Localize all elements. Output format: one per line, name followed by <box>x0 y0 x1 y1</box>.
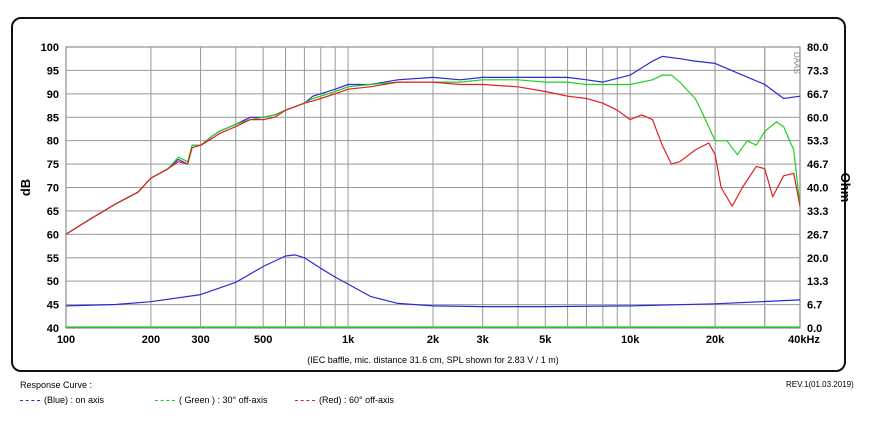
y2-tick-label: 0.0 <box>807 323 822 335</box>
x-tick-label: 300 <box>191 334 209 346</box>
x-tick-label: 5k <box>539 334 552 346</box>
y-tick-label: 55 <box>47 253 59 265</box>
y-tick-label: 60 <box>47 229 59 241</box>
x-tick-label: 100 <box>57 334 75 346</box>
y-tick-label: 45 <box>47 300 59 312</box>
legend-blue-label: (Blue) : on axis <box>44 395 105 405</box>
x-tick-label: 3k <box>477 334 490 346</box>
y2-axis-label: Ohm <box>838 173 853 203</box>
chart-frame <box>11 17 846 372</box>
y-tick-label: 90 <box>47 89 59 101</box>
y2-tick-label: 26.7 <box>807 229 828 241</box>
y2-tick-label: 40.0 <box>807 183 828 195</box>
y2-tick-label: 53.3 <box>807 136 828 148</box>
legend-title: Response Curve : <box>20 380 93 390</box>
legend-green-swatch <box>155 400 175 402</box>
y2-tick-label: 66.7 <box>807 89 828 101</box>
watermark: DAAS <box>792 52 801 74</box>
y-tick-label: 40 <box>47 323 59 335</box>
y2-tick-label: 73.3 <box>807 65 828 77</box>
x-tick-label: 20k <box>706 334 725 346</box>
x-tick-label: 1k <box>342 334 355 346</box>
y-tick-label: 65 <box>47 206 59 218</box>
x-tick-label: 2k <box>427 334 440 346</box>
chart-caption: (IEC baffle, mic. distance 31.6 cm, SPL … <box>307 355 559 365</box>
y2-tick-label: 13.3 <box>807 276 828 288</box>
y2-tick-label: 20.0 <box>807 253 828 265</box>
y2-tick-label: 33.3 <box>807 206 828 218</box>
y-tick-label: 75 <box>47 159 59 171</box>
x-tick-label: 500 <box>254 334 272 346</box>
legend-blue: (Blue) : on axis <box>20 395 104 405</box>
y2-tick-label: 46.7 <box>807 159 828 171</box>
y-tick-label: 50 <box>47 276 59 288</box>
series-line-red <box>65 81 801 235</box>
y-tick-label: 85 <box>47 112 59 124</box>
y-tick-label: 80 <box>47 136 59 148</box>
x-tick-label: 40kHz <box>788 334 820 346</box>
y-tick-label: 95 <box>47 65 59 77</box>
legend-red-label: (Red) : 60° off-axis <box>319 395 394 405</box>
legend-blue-swatch <box>20 400 40 402</box>
y-tick-label: 70 <box>47 183 59 195</box>
x-tick-label: 10k <box>621 334 640 346</box>
x-tick-label: 200 <box>142 334 160 346</box>
y-axis-label: dB <box>18 179 33 196</box>
legend-green: ( Green ) : 30° off-axis <box>155 395 267 405</box>
y2-tick-label: 6.7 <box>807 300 822 312</box>
legend-red: (Red) : 60° off-axis <box>295 395 394 405</box>
revision-label: REV.1(01.03.2019) <box>786 380 854 389</box>
legend-red-swatch <box>295 400 315 402</box>
y2-tick-label: 80.0 <box>807 42 828 54</box>
series-line-impedance <box>65 254 801 308</box>
legend-green-label: ( Green ) : 30° off-axis <box>179 395 268 405</box>
y2-tick-label: 60.0 <box>807 112 828 124</box>
y-tick-label: 100 <box>41 42 59 54</box>
